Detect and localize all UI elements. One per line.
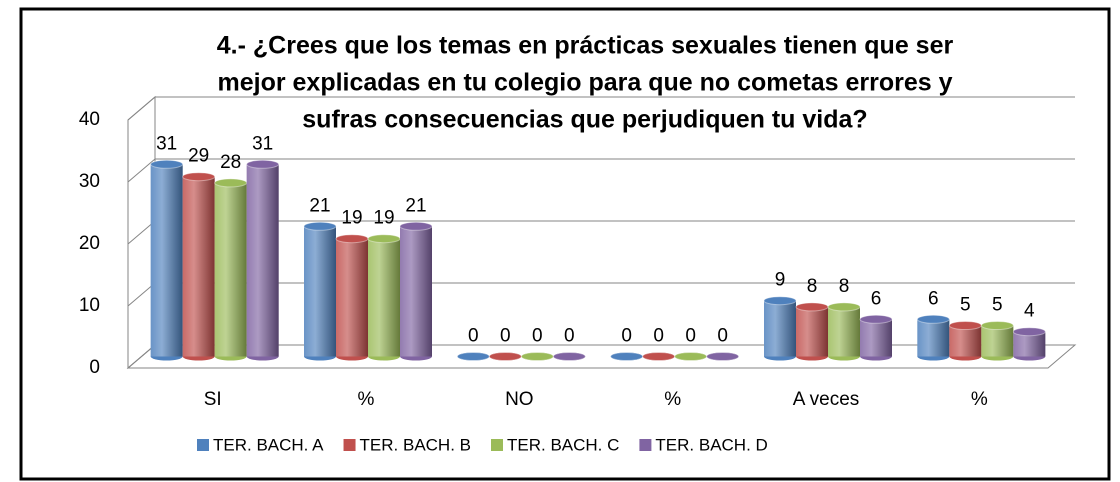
x-tick-label: NO <box>505 389 534 410</box>
x-tick-label: % <box>358 389 375 410</box>
x-tick-label: SI <box>204 389 222 410</box>
chart-title-line: mejor explicadas en tu colegio para que … <box>218 69 953 97</box>
bar-shade <box>304 226 336 357</box>
bar-cap <box>763 296 797 306</box>
bar-cap <box>916 314 950 324</box>
bar-shade <box>796 306 828 357</box>
bar-cap <box>246 159 280 169</box>
value-label: 19 <box>341 208 362 229</box>
value-label: 0 <box>621 326 632 347</box>
value-label: 0 <box>717 326 728 347</box>
value-label: 5 <box>960 295 971 316</box>
value-label: 0 <box>500 326 511 347</box>
bar-cap <box>456 352 490 361</box>
chart-title-line: sufras consecuencias que perjudiquen tu … <box>302 106 867 134</box>
legend-label: TER. BACH. D <box>655 435 767 454</box>
bar-cap <box>610 352 644 361</box>
bar-shade <box>764 300 796 357</box>
bar-cap <box>150 159 184 169</box>
bar-cap <box>520 352 554 361</box>
value-label: 4 <box>1024 301 1035 322</box>
bar-cap <box>214 178 248 188</box>
value-label: 6 <box>928 288 939 309</box>
bar-cap <box>980 321 1014 330</box>
value-label: 0 <box>685 326 696 347</box>
y-tick-label: 10 <box>79 295 100 316</box>
bar-shade <box>246 164 279 357</box>
value-label: 6 <box>871 288 882 309</box>
value-label: 29 <box>188 146 209 167</box>
bar-shade <box>1013 331 1046 357</box>
bar-cap <box>706 352 740 361</box>
bar-cap <box>948 321 982 330</box>
bar-cap <box>674 352 708 361</box>
bar-shade <box>150 164 183 357</box>
bar-shade <box>917 319 950 357</box>
value-label: 8 <box>839 276 850 297</box>
legend-label: TER. BACH. A <box>213 435 324 454</box>
bar-cap <box>827 302 861 312</box>
bar-shade <box>828 306 860 357</box>
x-tick-label: A veces <box>793 389 860 410</box>
value-label: 0 <box>468 326 479 347</box>
bar-cap <box>399 221 433 231</box>
bar-cap <box>303 221 337 231</box>
legend-swatch <box>343 439 356 451</box>
grid-line <box>127 96 1075 121</box>
value-label: 28 <box>220 152 241 173</box>
y-tick-label: 40 <box>79 109 100 130</box>
bar-shade <box>400 226 432 357</box>
bar-cap <box>367 234 401 244</box>
y-tick-label: 30 <box>79 171 100 192</box>
legend-swatch <box>197 439 209 451</box>
bar-shade <box>949 325 982 357</box>
bar-cap <box>859 314 893 324</box>
legend-swatch <box>639 439 652 451</box>
grid-line <box>127 158 1075 183</box>
bar-cap <box>488 352 522 361</box>
y-tick-label: 0 <box>89 357 100 378</box>
chart-title: 4.- ¿Crees que los temas en prácticas se… <box>217 32 954 134</box>
bar-cap <box>335 234 369 244</box>
bar-cap <box>182 172 216 182</box>
x-tick-label: % <box>971 389 988 410</box>
value-label: 21 <box>405 195 426 216</box>
value-label: 9 <box>775 270 786 291</box>
bar-shade <box>182 176 215 357</box>
bar-cap <box>642 352 676 361</box>
value-label: 0 <box>564 326 575 347</box>
bar-cap <box>552 352 586 361</box>
value-label: 19 <box>373 208 394 229</box>
bar-cap <box>1012 327 1046 337</box>
y-tick-label: 20 <box>79 233 100 254</box>
bar-shade <box>368 238 400 357</box>
bar-shade <box>981 325 1014 357</box>
legend-label: TER. BACH. B <box>360 435 471 454</box>
legend-label: TER. BACH. C <box>507 435 619 454</box>
legend-swatch <box>491 439 503 451</box>
value-label: 21 <box>309 195 330 216</box>
value-label: 8 <box>807 276 818 297</box>
value-label: 0 <box>532 326 543 347</box>
frame <box>19 7 1111 481</box>
bar-shade <box>860 319 892 357</box>
bar-shade <box>336 238 368 357</box>
chart-title-line: 4.- ¿Crees que los temas en prácticas se… <box>217 32 954 60</box>
bar-cap <box>795 302 829 312</box>
value-label: 0 <box>653 326 664 347</box>
bar-shade <box>214 182 247 357</box>
x-tick-label: % <box>664 389 681 410</box>
value-label: 31 <box>156 133 177 154</box>
value-label: 31 <box>252 133 273 154</box>
value-label: 5 <box>992 295 1003 316</box>
